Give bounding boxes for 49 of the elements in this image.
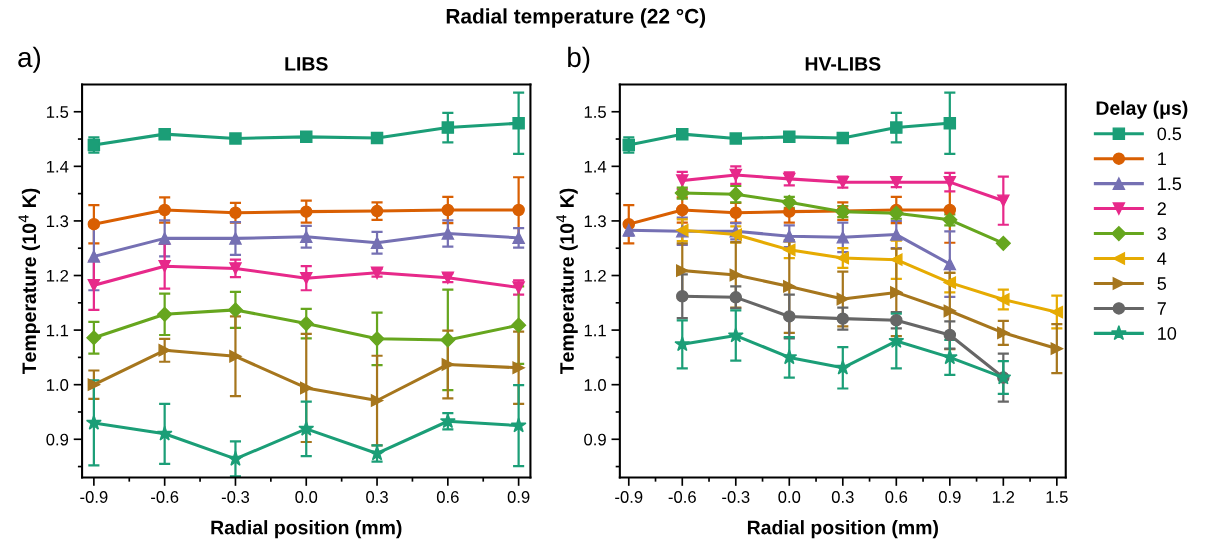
x-axis-title: Radial position (mm) bbox=[747, 520, 938, 539]
x-tick-label: 1.2 bbox=[993, 491, 1015, 503]
x-tick-label: -0.6 bbox=[151, 491, 179, 503]
x-tick-label: -0.3 bbox=[722, 491, 750, 503]
x-axis-title: Radial position (mm) bbox=[211, 520, 402, 539]
y-axis-title: Temperature (10$^{4}$ K) bbox=[18, 188, 40, 375]
y-tick-label: 0.9 bbox=[584, 433, 606, 446]
legend-label: 1.5 bbox=[1158, 177, 1182, 191]
y-tick-label: 1.5 bbox=[584, 106, 606, 118]
y-tick-label: 1.5 bbox=[46, 106, 69, 118]
text: a) bbox=[18, 46, 41, 73]
legend-label: 7 bbox=[1157, 302, 1166, 315]
chart-title: HV-LIBS bbox=[805, 56, 881, 71]
y-tick-label: 1.4 bbox=[46, 160, 69, 173]
legend-label: 0.5 bbox=[1157, 127, 1182, 141]
x-tick-label: 0.9 bbox=[938, 491, 961, 503]
y-tick-label: 1.0 bbox=[584, 379, 607, 391]
x-tick-label: -0.3 bbox=[221, 491, 250, 503]
y-tick-label: 1.3 bbox=[584, 215, 606, 228]
legend-label: 2 bbox=[1157, 202, 1166, 215]
y-tick-label: 1.2 bbox=[584, 269, 606, 282]
y-tick-label: 1.1 bbox=[46, 324, 69, 337]
x-tick-label: -0.9 bbox=[615, 491, 643, 503]
x-tick-label: 0.3 bbox=[366, 491, 388, 503]
y-tick-label: 1.4 bbox=[584, 160, 607, 173]
y-tick-label: 1.2 bbox=[46, 269, 69, 282]
y-tick-label: 1.3 bbox=[46, 215, 69, 228]
x-tick-label: 0.6 bbox=[885, 491, 908, 503]
legend-label: 1 bbox=[1158, 152, 1166, 165]
x-tick-label: 0.3 bbox=[831, 491, 854, 503]
x-tick-label: 0.9 bbox=[507, 491, 530, 503]
text: Radial temperature (22 °C) bbox=[446, 8, 706, 28]
legend-label: 10 bbox=[1158, 327, 1177, 340]
legend-label: 3 bbox=[1157, 227, 1167, 241]
y-tick-label: 1.0 bbox=[46, 379, 69, 391]
legend-title: Delay (μs) bbox=[1096, 100, 1188, 119]
y-axis-title: Temperature (10$^{4}$ K) bbox=[556, 188, 578, 375]
x-tick-label: 1.5 bbox=[1046, 491, 1068, 503]
legend-label: 4 bbox=[1157, 252, 1167, 265]
y-tick-label: 0.9 bbox=[46, 433, 69, 446]
y-tick-label: 1.1 bbox=[584, 324, 606, 337]
legend-label: 5 bbox=[1157, 277, 1167, 290]
x-tick-label: 0.6 bbox=[436, 491, 459, 503]
x-tick-label: -0.9 bbox=[80, 491, 108, 503]
x-tick-label: 0.0 bbox=[778, 491, 801, 503]
x-tick-label: -0.6 bbox=[668, 491, 696, 503]
text: b) bbox=[568, 46, 590, 73]
chart-title: LIBS bbox=[285, 56, 328, 71]
x-tick-label: 0.0 bbox=[295, 491, 318, 503]
